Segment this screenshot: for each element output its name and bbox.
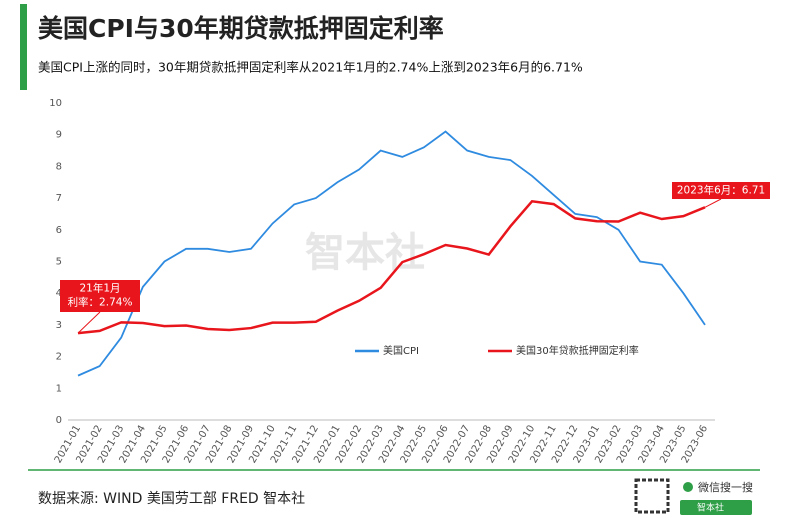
y-tick-label: 7 <box>56 193 62 204</box>
series-line <box>77 199 706 335</box>
y-tick-label: 3 <box>56 320 62 331</box>
qr-code <box>634 478 670 514</box>
series-line <box>77 130 706 377</box>
search-box[interactable] <box>680 500 752 515</box>
search-icon <box>683 482 693 492</box>
watermark: 智本社 <box>305 230 425 276</box>
y-tick-label: 4 <box>56 288 62 299</box>
annotation-text: 2023年6月：6.71 <box>677 184 765 197</box>
search-box-text: 智本社 <box>697 502 724 514</box>
y-tick-label: 2 <box>56 352 62 363</box>
y-tick-label: 9 <box>56 130 62 141</box>
y-tick-label: 1 <box>56 383 62 394</box>
annotation-leader <box>77 311 101 334</box>
annotation-text: 21年1月 <box>79 282 120 295</box>
y-tick-label: 6 <box>56 225 62 236</box>
y-tick-label: 8 <box>56 161 62 172</box>
annotation-box <box>672 182 770 199</box>
annotation-text: 利率：2.74% <box>68 296 133 309</box>
legend-label: 美国CPI <box>383 344 419 357</box>
source-note: 数据来源: WIND 美国劳工部 FRED 智本社 <box>38 491 305 507</box>
accent-bar <box>20 4 27 90</box>
annotation-leader <box>704 198 722 208</box>
annotation-box <box>60 280 140 312</box>
legend-label: 美国30年贷款抵押固定利率 <box>516 344 639 357</box>
y-tick-label: 5 <box>56 257 62 268</box>
chart-subtitle: 美国CPI上涨的同时，30年期贷款抵押固定利率从2021年1月的2.74%上涨到… <box>38 60 583 75</box>
y-tick-label: 0 <box>56 415 62 426</box>
search-label: 微信搜一搜 <box>698 480 753 494</box>
y-tick-label: 10 <box>49 98 62 109</box>
chart-title: 美国CPI与30年期贷款抵押固定利率 <box>38 14 444 43</box>
